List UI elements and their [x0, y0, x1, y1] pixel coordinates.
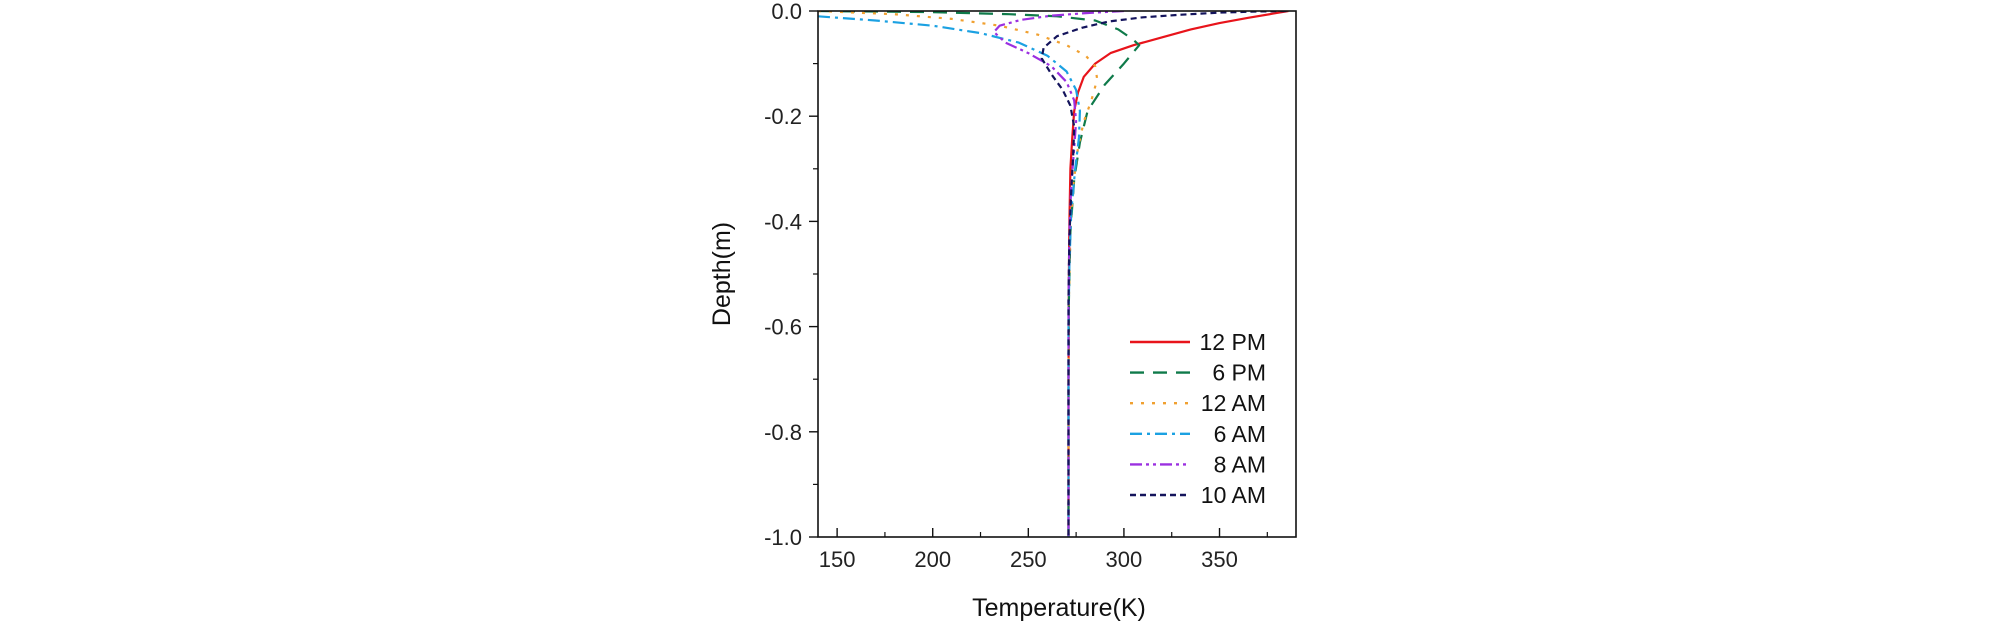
x-tick-label: 200 [914, 547, 951, 572]
x-tick-label: 350 [1201, 547, 1238, 572]
y-axis-label: Depth(m) [708, 222, 736, 326]
y-tick-label: -0.6 [764, 315, 802, 340]
series-line-6-pm [818, 11, 1141, 537]
series-line-12-am [818, 11, 1099, 537]
x-tick-label: 250 [1010, 547, 1047, 572]
legend-label: 12 AM [1201, 390, 1266, 416]
y-tick-label: -1.0 [764, 525, 802, 550]
y-tick-label: -0.8 [764, 420, 802, 445]
legend-label: 12 PM [1200, 329, 1266, 355]
series-line-8-am [992, 11, 1124, 537]
series-line-10-am [1040, 11, 1287, 537]
x-tick-label: 150 [819, 547, 856, 572]
x-axis-label: Temperature(K) [972, 594, 1146, 622]
axes-layer: 150 200 250 300 350 0.0 -0.2 -0.4 -0.6 -0.8 -1.0 Te… [708, 0, 1297, 622]
legend-label: 6 AM [1214, 421, 1266, 447]
legend-label: 10 AM [1201, 482, 1266, 508]
y-tick-label: -0.4 [764, 209, 802, 234]
legend-label: 6 PM [1212, 360, 1266, 386]
y-tick-label: 0.0 [771, 0, 802, 24]
y-tick-label: -0.2 [764, 104, 802, 129]
plot-layer [818, 11, 1289, 537]
series-line-6-am [818, 15, 1081, 537]
legend-label: 8 AM [1214, 451, 1266, 477]
legend: 12 PM 6 PM 12 AM 6 AM 8 AM 10 AM [1130, 329, 1266, 508]
x-tick-label: 300 [1106, 547, 1143, 572]
